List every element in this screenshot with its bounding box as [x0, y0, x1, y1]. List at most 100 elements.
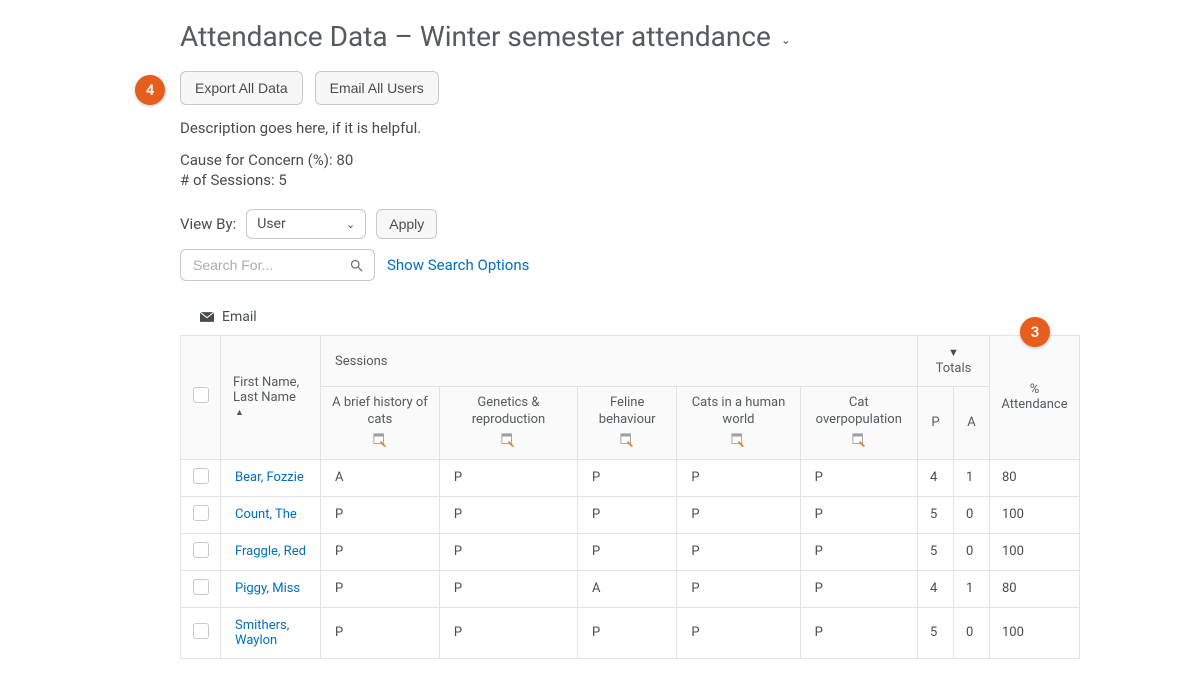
- attendance-mark: P: [577, 607, 676, 658]
- row-checkbox[interactable]: [193, 623, 209, 639]
- search-input[interactable]: [191, 256, 331, 274]
- attendance-mark: A: [577, 570, 676, 607]
- search-icon[interactable]: [349, 258, 364, 273]
- concern-value: 80: [336, 151, 353, 169]
- sessions-group-header: Sessions: [321, 336, 918, 387]
- row-checkbox[interactable]: [193, 579, 209, 595]
- callout-3: 3: [1020, 317, 1050, 347]
- chevron-down-icon: ⌄: [346, 218, 355, 231]
- attendance-mark: P: [321, 533, 440, 570]
- name-cell: Smithers, Waylon: [221, 607, 321, 658]
- attendance-mark: P: [577, 459, 676, 496]
- set-status-icon[interactable]: [620, 433, 634, 451]
- session-header[interactable]: Cat overpopulation: [800, 387, 917, 460]
- description-text: Description goes here, if it is helpful.: [180, 119, 1080, 137]
- set-status-icon[interactable]: [501, 433, 515, 451]
- row-checkbox[interactable]: [193, 542, 209, 558]
- show-search-options-link[interactable]: Show Search Options: [387, 256, 529, 274]
- user-link[interactable]: Bear, Fozzie: [235, 470, 304, 485]
- session-header[interactable]: Cats in a human world: [677, 387, 800, 460]
- viewby-selected: User: [257, 216, 285, 232]
- name-cell: Fraggle, Red: [221, 533, 321, 570]
- attendance-table-wrap: 3 First Name, Last Name ▲ Sessions ▼ Tot: [180, 335, 1080, 659]
- attendance-mark: P: [321, 570, 440, 607]
- total-absent: 0: [954, 496, 990, 533]
- session-header[interactable]: Genetics & reproduction: [439, 387, 577, 460]
- attendance-mark: P: [677, 533, 800, 570]
- user-link[interactable]: Fraggle, Red: [235, 544, 306, 559]
- chevron-down-icon[interactable]: ⌄: [781, 33, 791, 47]
- row-select-cell: [181, 570, 221, 607]
- attendance-mark: P: [800, 570, 917, 607]
- attendance-mark: P: [800, 533, 917, 570]
- attendance-mark: P: [439, 459, 577, 496]
- attendance-mark: P: [677, 570, 800, 607]
- attendance-mark: A: [321, 459, 440, 496]
- user-link[interactable]: Smithers, Waylon: [235, 618, 289, 648]
- pct-attendance: 80: [990, 459, 1080, 496]
- email-action[interactable]: Email: [200, 309, 257, 325]
- viewby-label: View By:: [180, 215, 236, 233]
- user-link[interactable]: Piggy, Miss: [235, 581, 300, 596]
- set-status-icon[interactable]: [373, 433, 387, 451]
- sessions-count-value: 5: [278, 171, 286, 189]
- attendance-mark: P: [577, 533, 676, 570]
- concern-line: Cause for Concern (%): 80: [180, 151, 1080, 169]
- attendance-mark: P: [677, 459, 800, 496]
- apply-button[interactable]: Apply: [376, 209, 437, 239]
- attendance-mark: P: [439, 496, 577, 533]
- total-present: 5: [918, 607, 954, 658]
- attendance-mark: P: [677, 496, 800, 533]
- session-name: A brief history of cats: [327, 395, 433, 429]
- name-header[interactable]: First Name, Last Name ▲: [221, 336, 321, 460]
- email-action-label: Email: [222, 309, 257, 325]
- table-row: Bear, FozzieAPPPP4180: [181, 459, 1080, 496]
- attendance-mark: P: [321, 607, 440, 658]
- row-checkbox[interactable]: [193, 505, 209, 521]
- attendance-mark: P: [439, 607, 577, 658]
- session-name: Cats in a human world: [683, 395, 793, 429]
- user-link[interactable]: Count, The: [235, 507, 297, 522]
- select-all-checkbox[interactable]: [193, 387, 209, 403]
- session-name: Genetics & reproduction: [446, 395, 571, 429]
- totals-label: Totals: [936, 361, 972, 376]
- session-name: Cat overpopulation: [807, 395, 911, 429]
- pct-attendance: 100: [990, 496, 1080, 533]
- pct-line2: Attendance: [1001, 397, 1067, 412]
- name-header-line2: Last Name: [233, 390, 296, 405]
- pct-line1: %: [1030, 382, 1040, 397]
- sort-asc-icon: ▲: [235, 408, 244, 418]
- set-status-icon[interactable]: [731, 433, 745, 451]
- totals-group-header[interactable]: ▼ Totals: [918, 336, 990, 387]
- total-present: 4: [918, 570, 954, 607]
- set-status-icon[interactable]: [852, 433, 866, 451]
- export-all-button[interactable]: Export All Data: [180, 71, 303, 105]
- session-header[interactable]: A brief history of cats: [321, 387, 440, 460]
- search-row: Show Search Options: [180, 249, 1080, 281]
- toolbar: 4 Export All Data Email All Users: [180, 71, 1080, 105]
- viewby-select[interactable]: User ⌄: [246, 209, 366, 239]
- name-cell: Count, The: [221, 496, 321, 533]
- totals-p-header: P: [918, 387, 954, 460]
- envelope-icon: [200, 312, 214, 322]
- session-header[interactable]: Feline behaviour: [577, 387, 676, 460]
- name-cell: Bear, Fozzie: [221, 459, 321, 496]
- concern-label: Cause for Concern (%):: [180, 151, 333, 169]
- session-name: Feline behaviour: [584, 395, 670, 429]
- attendance-mark: P: [439, 533, 577, 570]
- total-present: 5: [918, 496, 954, 533]
- email-all-button[interactable]: Email All Users: [315, 71, 439, 105]
- row-checkbox[interactable]: [193, 468, 209, 484]
- table-row: Piggy, MissPPAPP4180: [181, 570, 1080, 607]
- pct-attendance-header: % Attendance: [990, 336, 1080, 460]
- totals-a-header: A: [954, 387, 990, 460]
- total-absent: 1: [954, 459, 990, 496]
- sessions-line: # of Sessions: 5: [180, 171, 1080, 189]
- total-absent: 1: [954, 570, 990, 607]
- table-row: Fraggle, RedPPPPP50100: [181, 533, 1080, 570]
- page-root: Attendance Data – Winter semester attend…: [0, 0, 1200, 679]
- total-present: 4: [918, 459, 954, 496]
- attendance-mark: P: [321, 496, 440, 533]
- select-all-header: [181, 336, 221, 460]
- page-title: Attendance Data – Winter semester attend…: [180, 20, 1080, 53]
